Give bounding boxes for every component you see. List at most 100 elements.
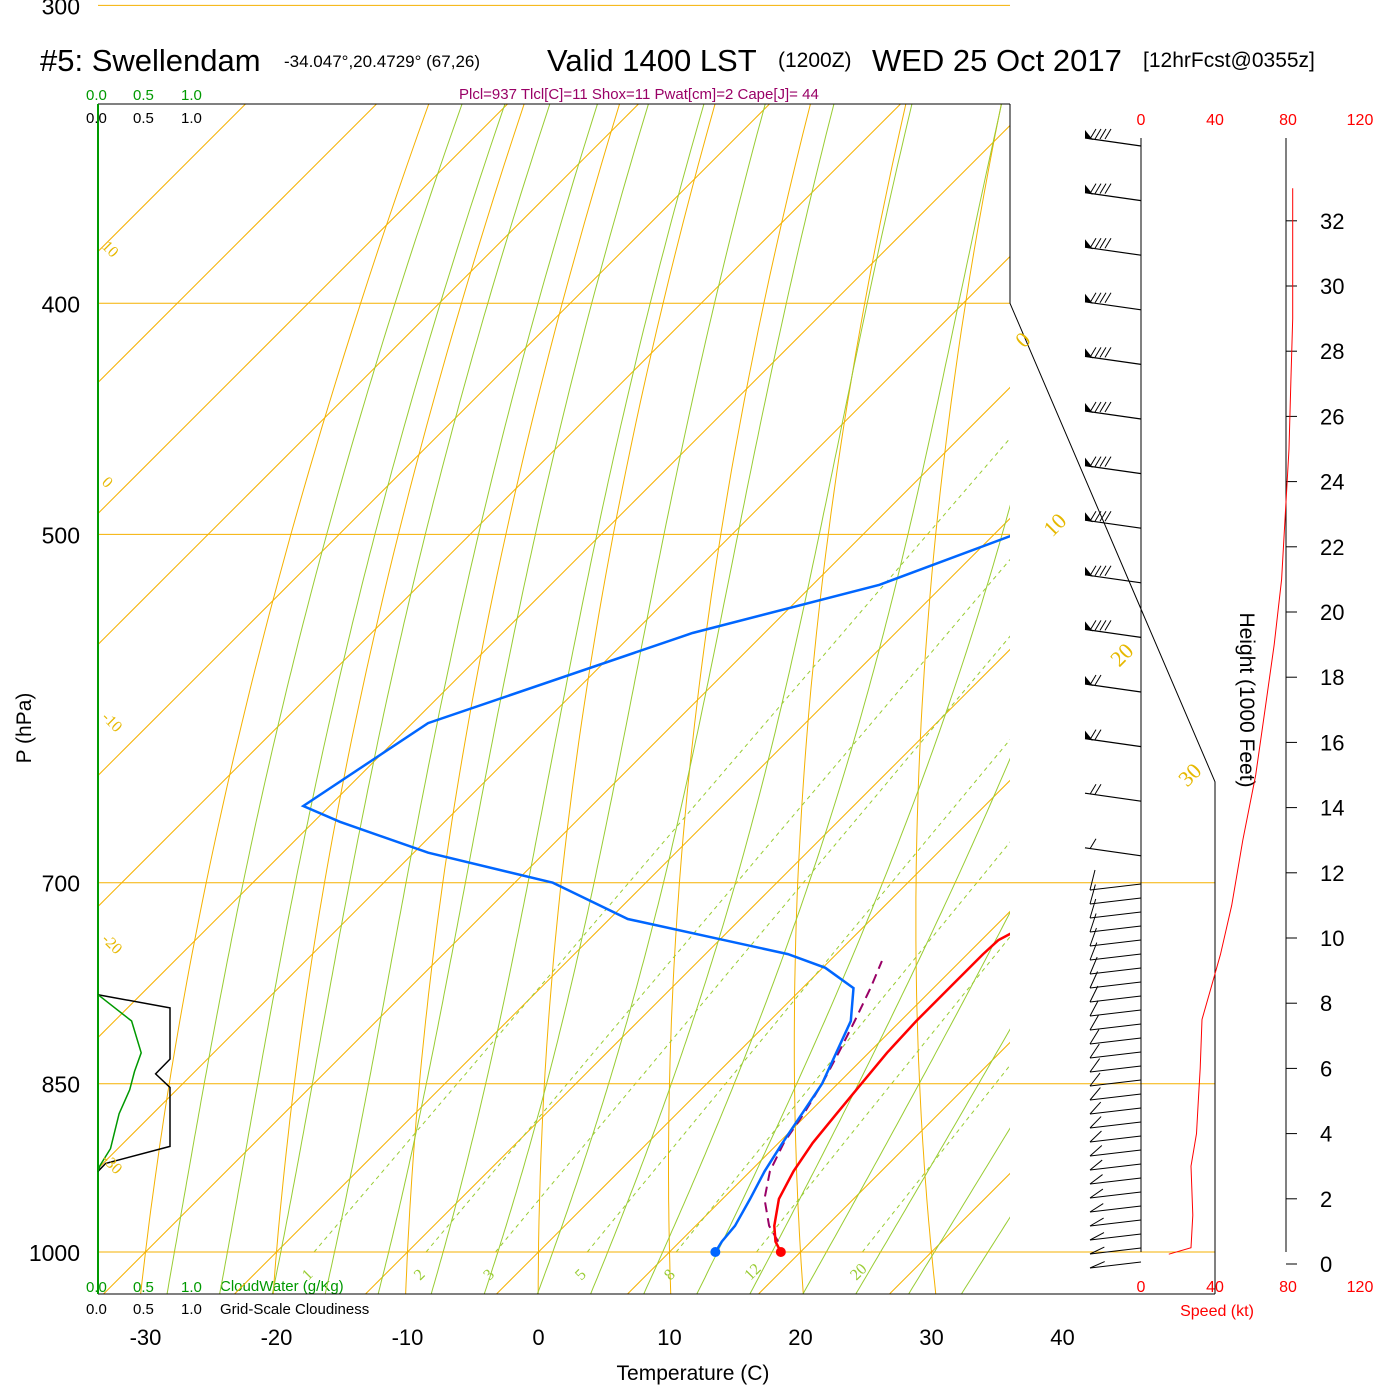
wind-barb-staff: [1084, 847, 1142, 857]
mixing-ratio-line: [425, 302, 1010, 1253]
speed-axis-title: Speed (kt): [1180, 1303, 1254, 1320]
dry-adiabat: [1365, 0, 1400, 1312]
x-tick-10: 10: [657, 1325, 681, 1350]
wind-barb-staff: [1084, 738, 1142, 748]
dry-adiabat: [793, 104, 1006, 1294]
wind-barb-staff: [1089, 1079, 1142, 1087]
isotherm-line: [356, 104, 1010, 1294]
temperature-curve: [773, 104, 1010, 1253]
wind-barb-flag: [1089, 1043, 1100, 1059]
wind-barb-flag: [1089, 1101, 1102, 1115]
wind-barb-flag: [1089, 510, 1097, 522]
moist-adiabat: [896, 104, 1010, 1294]
cloud-panel: [97, 993, 171, 1172]
y-axis-title: P (hPa): [13, 693, 36, 764]
wind-barb-flag: [1104, 347, 1112, 358]
p-tick-700: 700: [42, 871, 80, 897]
wind-barb-flag: [1094, 237, 1102, 249]
height-tick-32: 32: [1320, 209, 1344, 234]
isotherm-line: [749, 104, 1010, 1294]
moist-adiabat: [425, 104, 810, 1294]
height-tick-26: 26: [1320, 404, 1344, 429]
isotherm-label-30: 30: [1173, 758, 1206, 791]
wind-barb-flag: [1089, 1087, 1101, 1101]
parcel-curve: [763, 960, 883, 1243]
mixing-ratio-label-5: 5: [572, 1266, 590, 1284]
cloud-water-tick-2: 1.0: [181, 87, 202, 104]
wind-barb-staff: [1084, 192, 1142, 202]
isotherm-line: [98, 104, 1010, 1294]
wind-barb-staff: [1089, 953, 1142, 961]
moist-adiabat: [792, 104, 1010, 1294]
moist-adiabat: [844, 104, 1010, 1294]
wind-barb-flag: [1089, 1246, 1105, 1255]
cloud-water-tick-0-bottom: 0.0: [86, 1279, 107, 1296]
wind-barb-flag: [1094, 729, 1102, 740]
wind-barb-staff: [1089, 981, 1142, 989]
speed-tick-top-0: 0: [1137, 112, 1146, 129]
wind-barb-flag: [1089, 1014, 1100, 1031]
moist-adiabat: [739, 104, 1010, 1294]
wind-barb-flag: [1104, 292, 1112, 304]
wind-barb-flag: [1089, 292, 1097, 304]
wind-barb-staff: [1084, 137, 1142, 147]
wind-barb-staff: [1089, 939, 1142, 947]
wind-barb-flag: [1099, 565, 1107, 577]
wind-barb-flag: [1104, 128, 1112, 140]
wind-barb-flag: [1099, 128, 1107, 140]
wind-barb-staff: [1089, 1023, 1142, 1031]
cloudiness-tick-2-bottom: 1.0: [181, 1301, 202, 1318]
height-tick-14: 14: [1320, 796, 1344, 821]
cloudiness-tick-1: 0.5: [133, 110, 154, 127]
height-tick-2: 2: [1320, 1187, 1332, 1212]
wind-barb-flag: [1099, 510, 1107, 522]
wind-barb-staff: [1089, 883, 1142, 891]
wind-barb-staff: [1089, 1205, 1142, 1213]
wind-barb-staff: [1089, 1163, 1142, 1171]
wind-barb-flag: [1089, 674, 1097, 686]
cloudiness-tick-1-bottom: 0.5: [133, 1301, 154, 1318]
height-tick-28: 28: [1320, 339, 1344, 364]
moist-adiabat: [582, 104, 1001, 1294]
cloudiness-tick-2: 1.0: [181, 110, 202, 127]
p-tick-500: 500: [42, 522, 80, 548]
x-tick--30: -30: [130, 1325, 162, 1350]
height-axis-title: Height (1000 Feet): [1235, 612, 1258, 787]
wind-barb-staff: [1089, 1219, 1142, 1227]
cloud-water-tick-2-bottom: 1.0: [181, 1279, 202, 1296]
dry-adiabat: [1034, 0, 1178, 1312]
wind-barb-staff: [1089, 1065, 1142, 1073]
wind-barb-staff: [1089, 1037, 1142, 1045]
mixing-ratio-line: [862, 302, 1010, 1253]
dry-adiabat: [537, 104, 834, 1294]
wind-barb-flag: [1094, 347, 1102, 358]
moist-adiabat: [163, 104, 589, 1294]
theta-label-1: 0: [98, 474, 116, 492]
height-tick-4: 4: [1320, 1122, 1332, 1147]
wind-barb-staff: [1084, 519, 1142, 529]
wind-barb-flag: [1089, 884, 1096, 905]
wind-barb-flag: [1089, 128, 1097, 140]
wind-barb-flag: [1094, 401, 1102, 413]
wind-barb-flag: [1089, 1145, 1103, 1157]
surface-temperature-dot: [775, 1247, 786, 1257]
speed-tick-bottom-80: 80: [1279, 1279, 1297, 1296]
wind-barb-flag: [1089, 956, 1098, 975]
wind-barb-flag: [1089, 1116, 1102, 1129]
p-tick-1000: 1000: [29, 1240, 80, 1266]
stability-indices: Plcl=937 Tlcl[C]=11 Shox=11 Pwat[cm]=2 C…: [459, 86, 819, 103]
speed-tick-top-120: 120: [1347, 112, 1374, 129]
wind-barb-flag: [1104, 510, 1112, 522]
speed-tick-bottom-0: 0: [1137, 1279, 1146, 1296]
wind-barb-flag: [1099, 183, 1107, 194]
height-tick-16: 16: [1320, 730, 1344, 755]
isotherm-line: [98, 104, 1010, 1294]
wind-barb-flag: [1089, 1217, 1104, 1227]
isotherm-line: [98, 104, 882, 1294]
wind-barb-staff: [1089, 1149, 1142, 1157]
axis-labels: -30-20-100102030402503004005007008501000…: [29, 0, 1206, 1350]
wind-barb-flag: [1089, 1072, 1101, 1087]
wind-barb-flag: [1089, 838, 1097, 850]
wind-barb-flag: [1089, 1000, 1099, 1017]
